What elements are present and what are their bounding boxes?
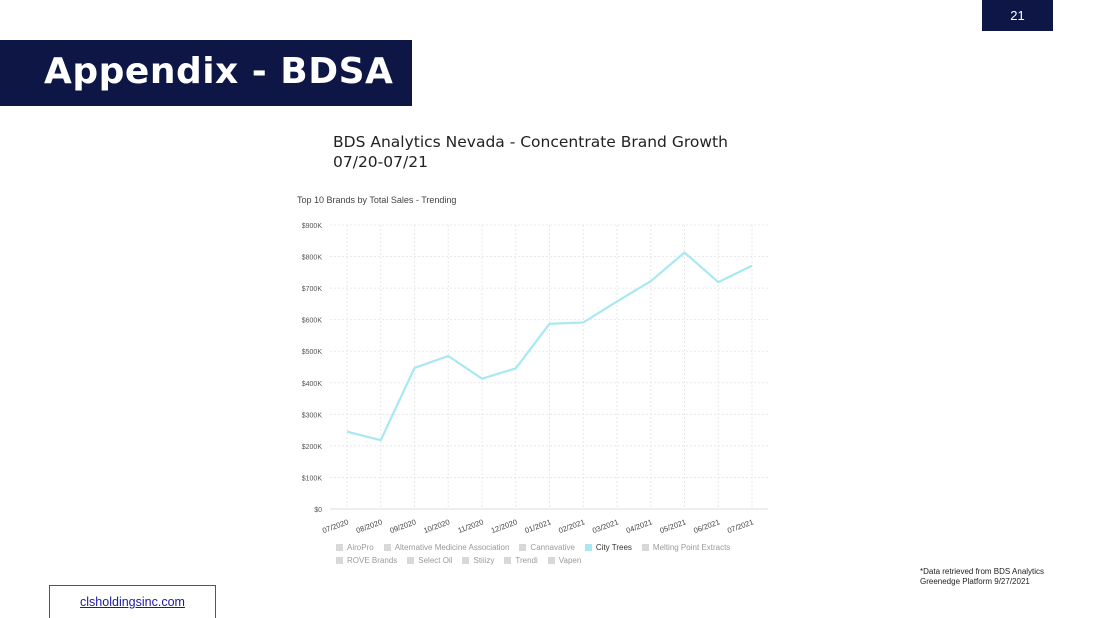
title-banner	[0, 40, 412, 106]
legend-swatch	[336, 557, 343, 564]
legend-item[interactable]: ROVE Brands	[336, 556, 397, 565]
chart-title: Top 10 Brands by Total Sales - Trending	[297, 195, 457, 205]
chart-heading: BDS Analytics Nevada - Concentrate Brand…	[333, 133, 728, 171]
x-tick-label: 06/2021	[692, 517, 721, 535]
legend-swatch	[383, 544, 391, 551]
legend-swatch	[641, 544, 649, 551]
y-tick-label: $200K	[302, 444, 323, 451]
x-tick-label: 10/2020	[422, 517, 451, 535]
legend-label: Cannavative	[530, 543, 575, 552]
y-tick-label: $900K	[302, 223, 323, 230]
note-line: *Data retrieved from BDS Analytics	[920, 567, 1045, 576]
legend-label: AiroPro	[347, 543, 374, 552]
x-tick-label: 07/2021	[726, 517, 755, 535]
line-chart: $0 $100K $200K $300K $400K $500K $600K $700K $80…	[302, 223, 768, 535]
y-tick-label: $800K	[302, 255, 323, 262]
y-tick-label: $500K	[302, 349, 323, 356]
legend-row: ROVE Brands Select Oil Stiiizy Trendi Vapen	[336, 556, 756, 565]
legend-item[interactable]: Cannavative	[519, 543, 575, 552]
note-line: Greenedge Platform 9/27/2021	[920, 577, 1030, 586]
legend-label: Trendi	[515, 556, 538, 565]
y-tick-label: $100K	[302, 475, 323, 482]
x-tick-label: 11/2020	[457, 517, 485, 535]
y-tick-label: $700K	[302, 286, 323, 293]
legend-label: Stiiizy	[473, 556, 495, 565]
legend-swatch	[504, 557, 512, 564]
legend-label: Alternative Medicine Association	[394, 543, 510, 552]
slide-title: Appendix - BDSA	[44, 51, 394, 92]
series-line-city-trees	[346, 251, 753, 442]
x-tick-label: 02/2021	[557, 517, 586, 535]
legend-swatch	[584, 544, 592, 551]
legend-swatch	[336, 544, 343, 551]
legend-item[interactable]: Alternative Medicine Association	[383, 543, 510, 552]
legend-item[interactable]: Select Oil	[407, 556, 452, 565]
chart-legend: AiroPro Alternative Medicine Association C…	[336, 543, 756, 569]
legend-row: AiroPro Alternative Medicine Association C…	[336, 543, 756, 552]
y-tick-label: $300K	[302, 412, 323, 419]
legend-swatch	[462, 557, 470, 564]
legend-item[interactable]: Melting Point Extracts	[641, 543, 731, 552]
legend-swatch	[547, 557, 555, 564]
x-tick-label: 01/2021	[524, 517, 553, 535]
legend-item[interactable]: Vapen	[547, 556, 582, 565]
legend-item[interactable]: Trendi	[504, 556, 538, 565]
legend-label: City Trees	[595, 543, 632, 552]
legend-item[interactable]: Stiiizy	[462, 556, 494, 565]
legend-label: ROVE Brands	[347, 556, 398, 565]
legend-item[interactable]: AiroPro	[336, 543, 374, 552]
x-tick-label: 08/2020	[355, 517, 384, 535]
x-tick-label: 12/2020	[490, 517, 519, 535]
y-tick-label: $0	[314, 507, 322, 514]
x-tick-label: 05/2021	[659, 517, 688, 535]
legend-label: Select Oil	[418, 556, 453, 565]
website-box: clsholdingsinc.com	[49, 585, 216, 618]
legend-swatch	[519, 544, 527, 551]
x-tick-label: 04/2021	[625, 517, 654, 535]
data-source-note: *Data retrieved from BDS Analytics Green…	[920, 567, 1044, 587]
x-tick-label: 09/2020	[389, 517, 418, 535]
y-tick-label: $600K	[302, 318, 323, 325]
legend-label: Vapen	[558, 556, 582, 565]
legend-swatch	[407, 557, 415, 564]
page-number: 21	[982, 0, 1053, 31]
x-tick-label: 03/2021	[591, 517, 620, 535]
legend-label: Melting Point Extracts	[652, 543, 731, 552]
y-tick-label: $400K	[302, 381, 323, 388]
x-tick-label: 07/2020	[321, 517, 350, 535]
website-link[interactable]: clsholdingsinc.com	[80, 595, 185, 609]
legend-item[interactable]: City Trees	[584, 543, 632, 552]
